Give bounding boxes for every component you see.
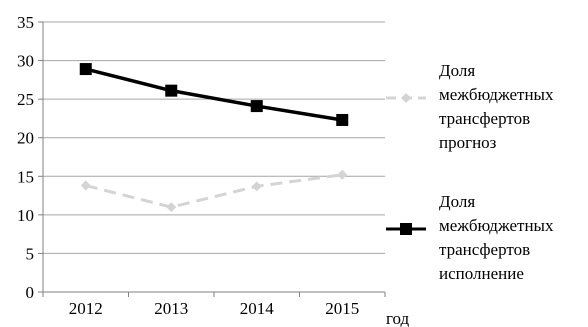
data-point: [336, 113, 349, 126]
y-tick-label: 20: [17, 129, 34, 148]
y-tick-label: 25: [17, 90, 34, 109]
y-tick-label: 10: [17, 206, 34, 225]
y-tick-label: 5: [26, 244, 35, 263]
data-point: [165, 84, 178, 97]
y-tick-label: 15: [17, 167, 34, 186]
series-line: [85, 173, 343, 209]
legend-label: межбюджетных: [439, 85, 554, 104]
legend-label: Доля: [439, 192, 475, 211]
series-layer: [79, 63, 349, 213]
y-tick-label: 30: [17, 52, 34, 71]
legend-label: прогноз: [439, 133, 497, 152]
x-tick-label: 2013: [154, 299, 188, 318]
y-tick-label: 35: [17, 13, 34, 32]
data-point: [251, 181, 262, 192]
x-axis-unit-label: год: [386, 309, 410, 327]
legend-label: Доля: [439, 61, 475, 80]
axes: [38, 21, 386, 297]
x-tick-label: 2015: [325, 299, 359, 318]
legend-label: исполнение: [439, 264, 524, 283]
legend-label: трансфертов: [439, 240, 530, 259]
gridlines: [43, 21, 385, 254]
legend-marker: [400, 223, 412, 235]
data-point: [79, 63, 92, 76]
x-tick-label: 2012: [69, 299, 103, 318]
y-tick-labels: 0 5 10 15 20 25 30 35: [17, 13, 34, 302]
x-tick-labels: 2012 2013 2014 2015: [69, 299, 360, 318]
x-tick-label: 2014: [240, 299, 275, 318]
legend: Доля межбюджетных трансфертов прогноз Доля ме…: [386, 61, 554, 283]
data-point: [166, 202, 177, 213]
series-line: [85, 67, 343, 122]
data-point: [250, 100, 263, 113]
legend-label: межбюджетных: [439, 216, 554, 235]
data-point: [337, 169, 348, 180]
legend-label: трансфертов: [439, 109, 530, 128]
y-tick-label: 0: [26, 283, 35, 302]
legend-marker: [401, 93, 411, 103]
data-point: [80, 180, 91, 191]
